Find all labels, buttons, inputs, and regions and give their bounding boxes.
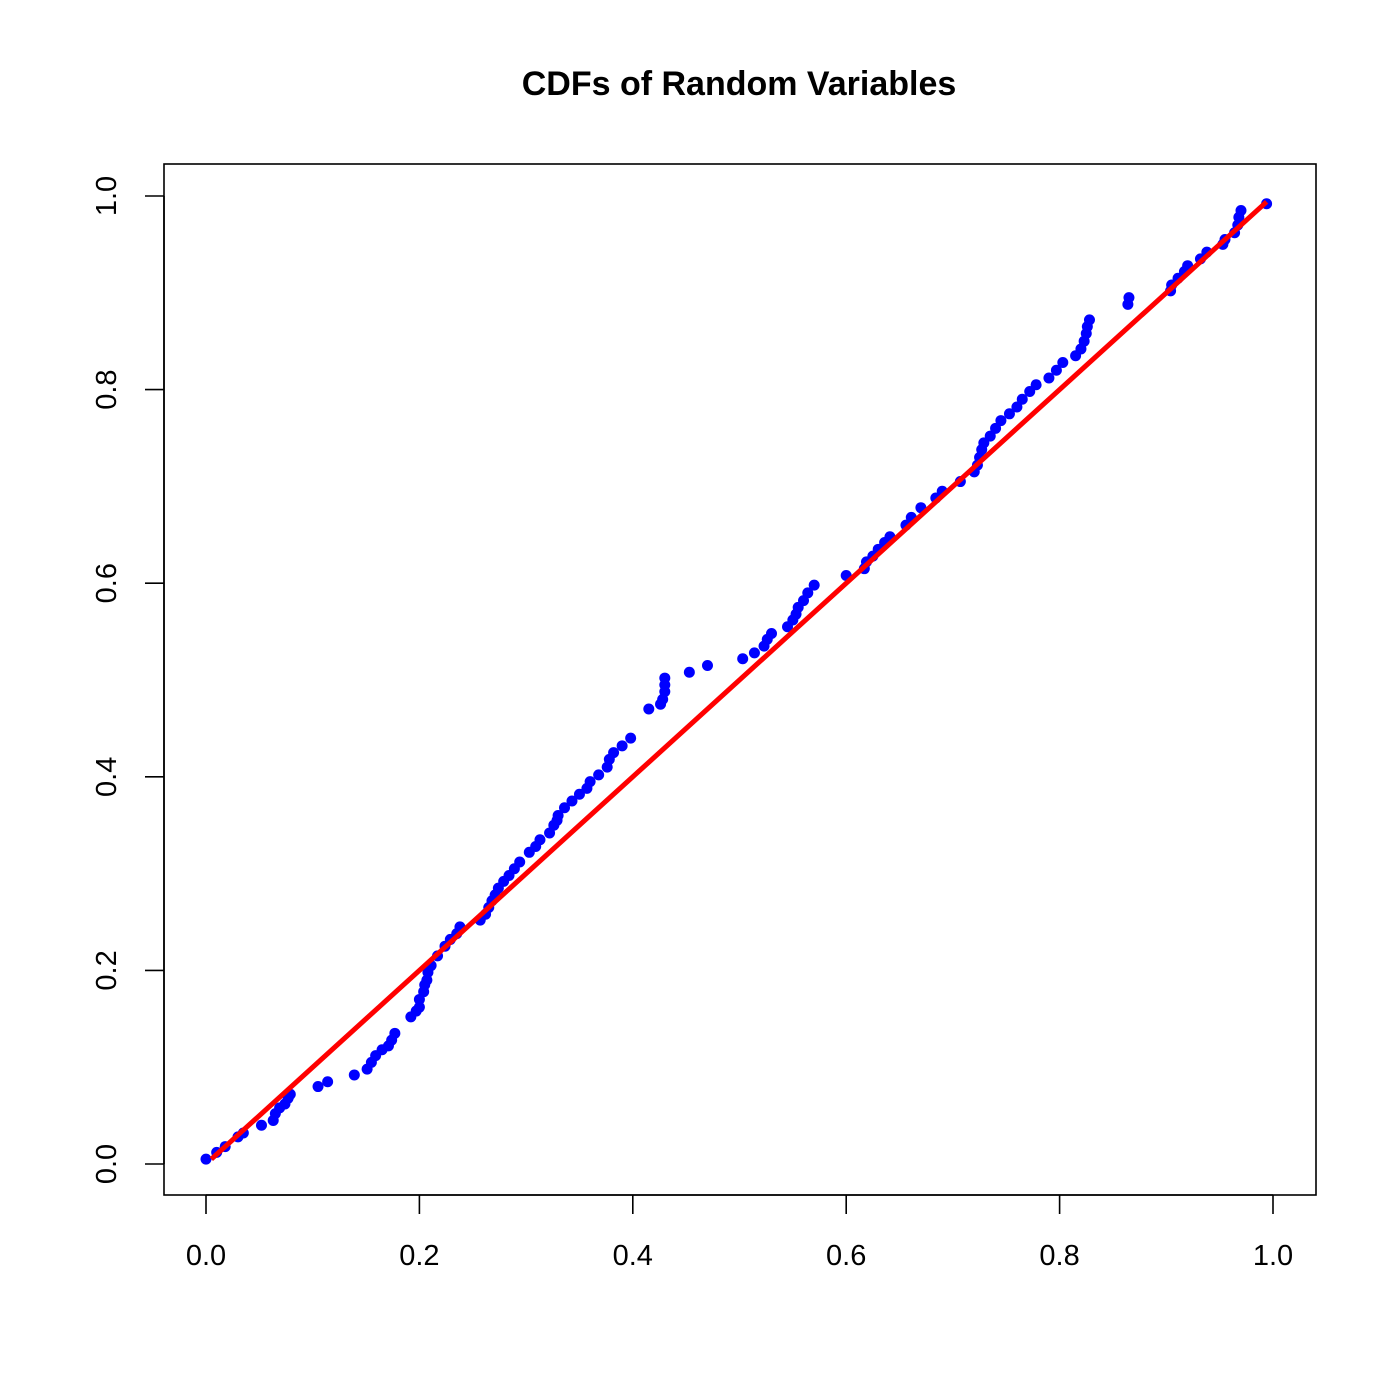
data-point [737, 653, 749, 665]
data-point [1011, 401, 1023, 413]
data-point [413, 1001, 425, 1013]
data-point [984, 430, 996, 442]
data-point [683, 666, 695, 678]
data-point [748, 647, 760, 659]
data-point [1043, 372, 1055, 384]
x-tick-label: 0.8 [1039, 1240, 1079, 1272]
data-point [348, 1069, 360, 1081]
data-point [1057, 356, 1069, 368]
data-point [616, 740, 628, 752]
data-point [766, 628, 778, 640]
x-tick-label: 0.2 [399, 1240, 439, 1272]
x-tick-label: 0.0 [186, 1240, 226, 1272]
x-axis: 0.0 0.2 0.4 0.6 0.8 1.0 [186, 1194, 1293, 1272]
y-tick-label: 0.8 [91, 369, 123, 409]
data-point [990, 422, 1002, 434]
y-tick-label: 0.4 [91, 757, 123, 797]
data-point [995, 415, 1007, 427]
data-point [1003, 408, 1015, 420]
data-point [312, 1081, 324, 1093]
data-point [1050, 364, 1062, 376]
data-point [566, 795, 578, 807]
data-point [389, 1027, 401, 1039]
data-point [584, 776, 596, 788]
data-point [534, 834, 546, 846]
data-point [573, 788, 585, 800]
x-tick-label: 0.6 [826, 1240, 866, 1272]
x-tick-label: 1.0 [1253, 1240, 1293, 1272]
y-tick-label: 0.6 [91, 563, 123, 603]
data-point [200, 1153, 212, 1165]
data-point [1030, 379, 1042, 391]
data-point [1083, 314, 1095, 326]
y-tick-label: 0.0 [91, 1144, 123, 1184]
reference-line [209, 199, 1269, 1162]
data-point [802, 587, 814, 599]
y-axis: 0.0 0.2 0.4 0.6 0.8 1.0 [91, 176, 165, 1184]
data-point [659, 672, 671, 684]
data-point [1016, 393, 1028, 405]
y-tick-label: 0.2 [91, 950, 123, 990]
data-point [643, 703, 655, 715]
y-tick-label: 1.0 [91, 176, 123, 216]
reference-line-layer [209, 199, 1269, 1162]
data-point [593, 769, 605, 781]
data-point [701, 659, 713, 671]
data-point [625, 732, 637, 744]
chart-title: CDFs of Random Variables [522, 65, 957, 103]
data-point [552, 810, 564, 822]
data-point [322, 1076, 334, 1088]
data-point [608, 747, 620, 759]
x-tick-label: 0.4 [613, 1240, 653, 1272]
data-point [255, 1119, 267, 1131]
data-point [1123, 292, 1135, 304]
data-point [559, 802, 571, 814]
data-point [808, 579, 820, 591]
data-point [1235, 205, 1247, 217]
data-point [514, 856, 526, 868]
